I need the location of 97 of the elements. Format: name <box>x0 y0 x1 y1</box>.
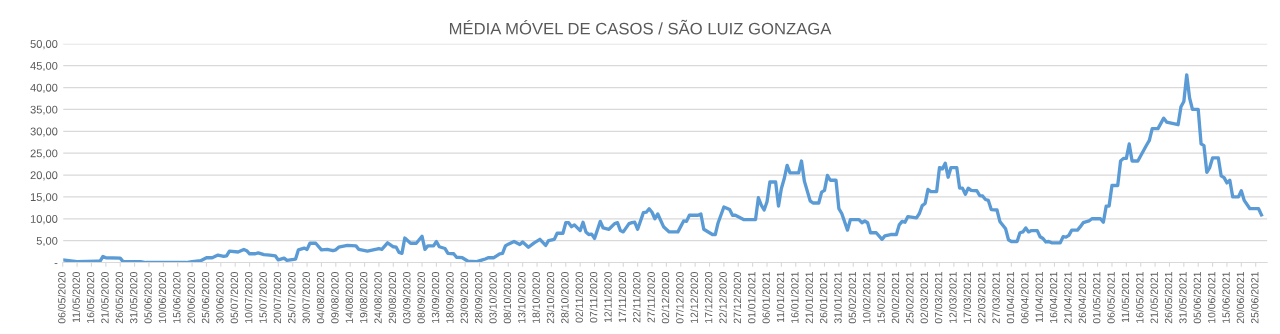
y-tick-label: 45,00 <box>30 61 58 72</box>
x-tick-label: 15/02/2021 <box>877 272 885 323</box>
y-tick-label: 40,00 <box>30 83 58 93</box>
x-tick-label: 17/11/2020 <box>618 271 627 323</box>
x-tick-label: 13/10/2020 <box>517 271 526 323</box>
x-tick-label: 17/12/2020 <box>704 271 713 323</box>
x-tick-label: 26/05/2021 <box>1164 272 1173 324</box>
x-tick-label: 19/08/2020 <box>359 271 368 323</box>
x-tick-label: 02/12/2020 <box>661 271 670 324</box>
x-tick-label: 05/07/2020 <box>230 271 238 324</box>
x-tick-label: 11/05/2020 <box>72 271 80 323</box>
y-tick-label: 35,00 <box>30 105 58 115</box>
x-tick-label: 26/04/2021 <box>1078 272 1087 324</box>
x-tick-label: 27/11/2020 <box>647 271 655 323</box>
x-tick-label: 26/05/2020 <box>115 271 124 324</box>
x-tick-label: 16/05/2021 <box>1135 272 1144 323</box>
x-tick-label: 27/03/2021 <box>992 272 1000 324</box>
x-tick-label: 17/03/2021 <box>963 272 972 323</box>
x-tick-label: 02/03/2021 <box>920 272 928 324</box>
x-tick-label: 05/06/2021 <box>1193 272 1201 324</box>
x-tick-label: 07/11/2020 <box>589 271 598 323</box>
x-tick-label: 21/05/2020 <box>100 271 109 324</box>
x-tick-label: 18/10/2020 <box>532 271 540 323</box>
x-tick-label: 15/06/2021 <box>1222 272 1230 323</box>
x-tick-label: 30/06/2020 <box>215 271 224 324</box>
x-tick-label: 16/04/2021 <box>1049 272 1058 323</box>
y-tick-label: 50,00 <box>30 40 58 50</box>
x-tick-label: 10/02/2021 <box>862 272 871 323</box>
x-tick-label: 12/03/2021 <box>949 272 957 323</box>
x-tick-label: 21/04/2021 <box>1063 272 1072 324</box>
x-tick-label: 04/08/2020 <box>316 271 325 324</box>
x-tick-label: 01/04/2021 <box>1006 272 1015 324</box>
y-tick-label: 10,00 <box>30 215 58 225</box>
x-tick-label: 31/05/2021 <box>1178 272 1187 324</box>
x-tick-label: 06/01/2021 <box>762 272 770 324</box>
x-tick-label: 25/06/2021 <box>1250 272 1259 324</box>
x-tick-label: 25/07/2020 <box>287 271 296 324</box>
x-tick-label: 03/09/2020 <box>402 271 411 324</box>
x-tick-label: 23/09/2020 <box>460 271 468 324</box>
y-tick-label: - <box>54 263 58 265</box>
y-tick-label: 5,00 <box>36 236 58 247</box>
x-tick-label: 22/12/2020 <box>719 271 727 324</box>
x-tick-label: 13/09/2020 <box>431 271 440 323</box>
x-tick-label: 06/05/2021 <box>1107 272 1115 324</box>
x-tick-label: 05/06/2020 <box>144 271 152 324</box>
x-tick-label: 12/12/2020 <box>690 271 698 323</box>
x-tick-label: 24/08/2020 <box>374 271 382 324</box>
x-tick-label: 20/06/2020 <box>187 271 195 324</box>
x-tick-label: 03/10/2020 <box>489 271 497 324</box>
x-tick-label: 15/07/2020 <box>259 271 267 323</box>
x-tick-label: 16/05/2020 <box>86 271 95 323</box>
y-tick-label: 20,00 <box>30 171 58 181</box>
x-tick-label: 10/06/2020 <box>158 271 167 323</box>
line-series <box>62 73 1264 263</box>
x-tick-label: 23/10/2020 <box>546 271 555 324</box>
x-tick-label: 27/12/2020 <box>733 271 742 324</box>
x-tick-label: 14/08/2020 <box>345 271 353 323</box>
x-tick-label: 28/10/2020 <box>560 271 569 324</box>
x-tick-label: 01/05/2021 <box>1092 272 1101 324</box>
x-tick-label: 28/09/2020 <box>474 271 483 324</box>
x-tick-label: 05/02/2021 <box>848 272 857 324</box>
x-tick-label: 06/04/2021 <box>1020 272 1029 324</box>
y-tick-label: 30,00 <box>30 127 58 137</box>
x-tick-label: 31/01/2021 <box>834 272 842 324</box>
x-tick-label: 15/06/2020 <box>172 271 181 323</box>
x-tick-label: 20/02/2021 <box>891 272 900 324</box>
x-tick-label: 01/01/2021 <box>747 272 756 324</box>
x-tick-label: 10/07/2020 <box>244 271 253 323</box>
x-tick-label: 22/03/2021 <box>977 272 986 324</box>
x-tick-label: 10/06/2021 <box>1207 272 1216 323</box>
x-tick-label: 21/05/2021 <box>1150 272 1158 324</box>
x-tick-label: 26/01/2021 <box>819 272 828 324</box>
x-tick-label: 02/11/2020 <box>575 271 583 323</box>
y-tick-label: 25,00 <box>30 149 58 159</box>
x-tick-label: 12/11/2020 <box>604 271 612 323</box>
x-tick-label: 18/09/2020 <box>445 271 454 323</box>
x-tick-label: 06/05/2020 <box>57 271 66 324</box>
x-tick-label: 25/02/2021 <box>905 272 914 324</box>
x-tick-label: 16/01/2021 <box>790 272 799 323</box>
chart-title: MÉDIA MÓVEL DE CASOS / SÃO LUIZ GONZAGA <box>449 19 832 35</box>
x-tick-label: 09/08/2020 <box>330 271 339 324</box>
x-tick-label: 21/01/2021 <box>805 272 813 324</box>
x-tick-label: 07/12/2020 <box>675 271 684 324</box>
x-tick-label: 07/03/2021 <box>934 272 943 324</box>
x-tick-label: 11/05/2021 <box>1121 272 1130 323</box>
x-tick-label: 08/09/2020 <box>417 271 425 324</box>
x-tick-label: 31/05/2020 <box>129 271 138 324</box>
x-tick-label: 11/04/2021 <box>1035 272 1043 323</box>
x-tick-label: 20/07/2020 <box>273 271 282 324</box>
x-tick-label: 25/06/2020 <box>201 271 210 324</box>
x-tick-label: 20/06/2021 <box>1236 272 1245 324</box>
x-tick-label: 29/08/2020 <box>388 271 397 324</box>
x-tick-label: 22/11/2020 <box>632 271 641 323</box>
y-tick-label: 15,00 <box>30 193 58 203</box>
x-tick-label: 11/01/2021 <box>776 272 785 323</box>
x-tick-label: 08/10/2020 <box>503 271 512 324</box>
x-tick-label: 30/07/2020 <box>302 271 310 324</box>
